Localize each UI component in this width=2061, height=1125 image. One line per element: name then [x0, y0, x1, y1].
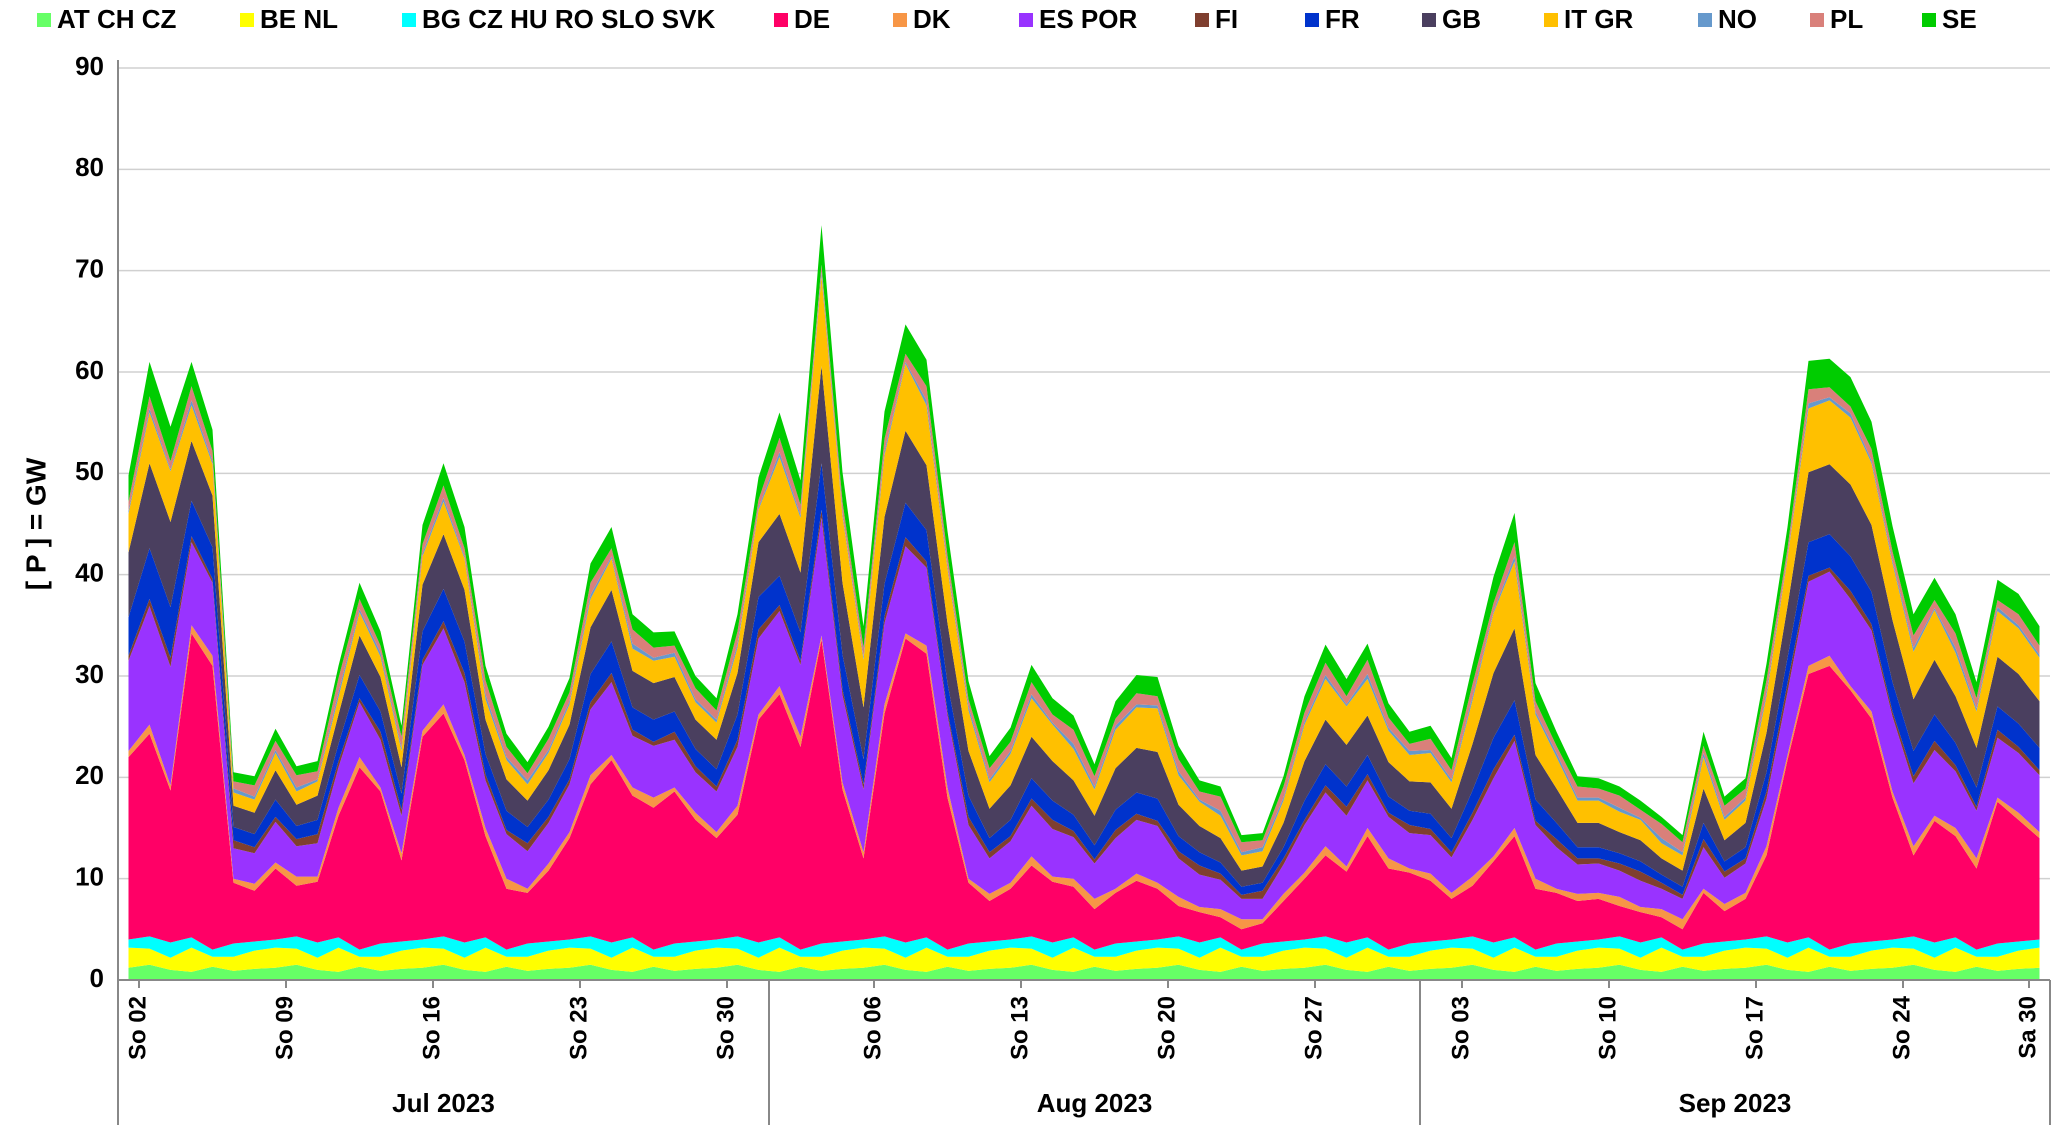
- legend-swatch: [1305, 13, 1319, 27]
- area: [128, 964, 2040, 980]
- x-tick-label: So 09: [271, 996, 298, 1060]
- y-tick-label: 50: [75, 456, 104, 486]
- legend-label: SE: [1942, 4, 1977, 34]
- month-label: Sep 2023: [1679, 1088, 1792, 1118]
- legend-swatch: [774, 13, 788, 27]
- y-tick-label: 90: [75, 51, 104, 81]
- x-tick-label: So 02: [124, 996, 151, 1060]
- legend-label: IT GR: [1564, 4, 1634, 34]
- legend-label: ES POR: [1039, 4, 1137, 34]
- x-tick-label: So 17: [1741, 996, 1768, 1060]
- legend-swatch: [893, 13, 907, 27]
- legend-swatch: [37, 13, 51, 27]
- legend-label: BE NL: [260, 4, 338, 34]
- legend-label: AT CH CZ: [57, 4, 177, 34]
- area: [128, 947, 2040, 972]
- legend-swatch: [1195, 13, 1209, 27]
- legend-swatch: [240, 13, 254, 27]
- x-tick-label: So 30: [712, 996, 739, 1060]
- y-tick-label: 10: [75, 862, 104, 892]
- x-tick-label: So 10: [1594, 996, 1621, 1060]
- legend-label: BG CZ HU RO SLO SVK: [422, 4, 715, 34]
- month-label: Jul 2023: [392, 1088, 495, 1118]
- legend-label: PL: [1830, 4, 1863, 34]
- legend-label: DE: [794, 4, 830, 34]
- legend-swatch: [1019, 13, 1033, 27]
- x-tick-label: So 13: [1006, 996, 1033, 1060]
- legend-label: NO: [1718, 4, 1757, 34]
- x-tick-label: Sa 30: [2014, 996, 2041, 1059]
- month-label: Aug 2023: [1037, 1088, 1153, 1118]
- y-tick-label: 70: [75, 254, 104, 284]
- legend-swatch: [1922, 13, 1936, 27]
- legend-swatch: [402, 13, 416, 27]
- x-tick-label: So 03: [1447, 996, 1474, 1060]
- legend-swatch: [1422, 13, 1436, 27]
- x-tick-label: So 16: [418, 996, 445, 1060]
- x-tick-label: So 20: [1153, 996, 1180, 1060]
- y-tick-label: 20: [75, 760, 104, 790]
- y-tick-label: 80: [75, 152, 104, 182]
- legend-label: DK: [913, 4, 951, 34]
- y-tick-label: 40: [75, 558, 104, 588]
- legend-label: GB: [1442, 4, 1481, 34]
- y-tick-label: 60: [75, 355, 104, 385]
- y-tick-label: 0: [90, 963, 104, 993]
- legend-label: FI: [1215, 4, 1238, 34]
- area: [128, 633, 2040, 950]
- legend-swatch: [1698, 13, 1712, 27]
- legend-label: FR: [1325, 4, 1360, 34]
- x-tick-label: So 06: [859, 996, 886, 1060]
- y-axis-title: [ P ] = GW: [20, 457, 51, 590]
- x-tick-label: So 27: [1300, 996, 1327, 1060]
- x-tick-label: So 23: [565, 996, 592, 1060]
- x-tick-label: So 24: [1888, 995, 1915, 1060]
- legend-swatch: [1810, 13, 1824, 27]
- area: [128, 936, 2040, 958]
- y-tick-label: 30: [75, 659, 104, 689]
- legend-swatch: [1544, 13, 1558, 27]
